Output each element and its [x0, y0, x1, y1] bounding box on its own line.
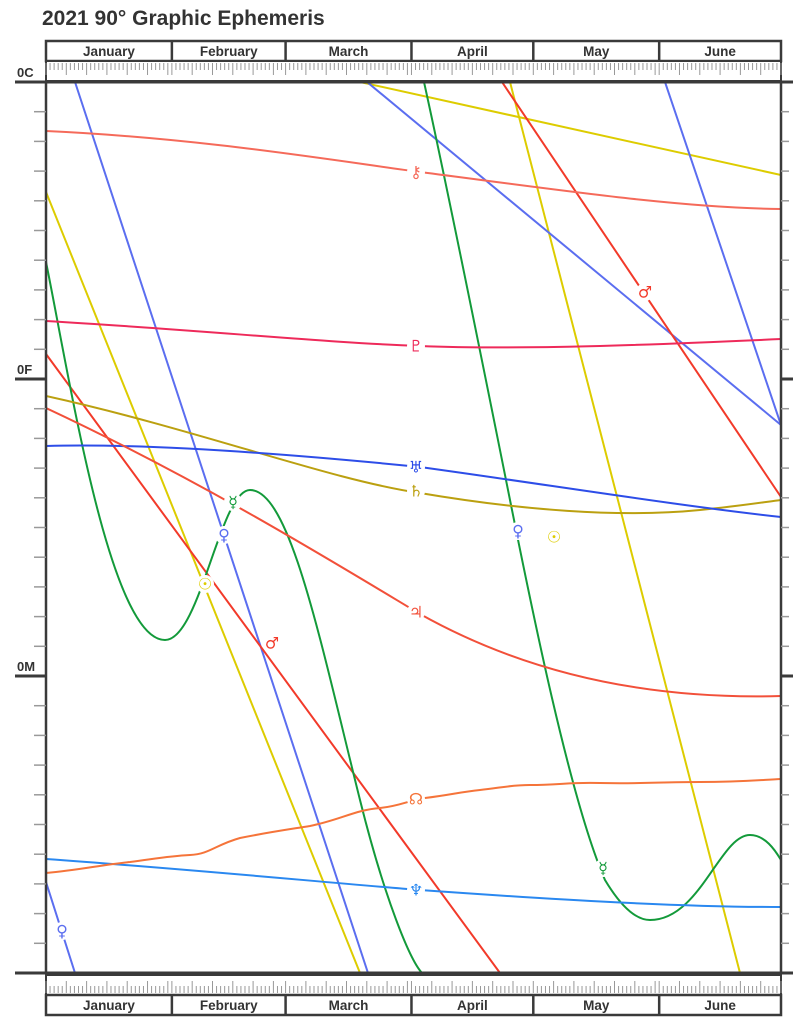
bottom-month-header: January February March April May June [44, 993, 783, 1017]
y-axis-labels: 0C 0F 0M [15, 65, 46, 678]
top-month-header: January February March April May June [44, 39, 783, 63]
pluto-glyph-icon: ♇ [409, 337, 423, 356]
chiron-glyph-icon: ⚷ [410, 163, 422, 182]
left-degree-ticks [16, 80, 46, 975]
month-label-april: April [457, 44, 488, 59]
month-label-may: May [583, 998, 610, 1013]
venus-glyph-icon: ♀ [512, 522, 524, 541]
saturn-glyph-icon: ♄ [409, 482, 423, 501]
saturn-line [46, 395, 781, 515]
mercury-glyph-icon: ☿ [228, 493, 238, 512]
mars-glyph-icon: ♂ [638, 283, 652, 302]
y-label-0m: 0M [17, 659, 35, 674]
venus-line-1 [366, 82, 781, 426]
mercury-line-1 [423, 82, 781, 922]
page-title: 2021 90° Graphic Ephemeris [42, 7, 325, 30]
jupiter-glyph-icon: ♃ [409, 603, 423, 622]
month-label-january: January [83, 44, 135, 59]
sun-glyph-icon: ☉ [198, 575, 212, 594]
mars-glyph-icon: ♂ [265, 634, 279, 653]
month-label-april: April [457, 998, 488, 1013]
bottom-day-ruler [45, 974, 782, 996]
mercury-glyph-icon: ☿ [598, 859, 608, 878]
month-label-june: June [704, 998, 736, 1013]
month-label-june: June [704, 44, 736, 59]
venus-glyph-icon: ♀ [56, 922, 68, 941]
month-label-may: May [583, 44, 610, 59]
plot-area: ☉ ☉ ♀ ♀ ♀ ♂ ♂ ☿ ☿ ♃ ♄ ♅ ♆ ♇ ⚷ ☊ [46, 82, 781, 973]
month-label-january: January [83, 998, 135, 1013]
y-label-0c: 0C [17, 65, 34, 80]
month-label-march: March [329, 44, 369, 59]
month-label-february: February [200, 44, 258, 59]
jupiter-line [46, 407, 781, 698]
north-node-glyph-icon: ☊ [409, 790, 423, 809]
sun-line-3 [509, 82, 741, 973]
month-label-march: March [329, 998, 369, 1013]
venus-line-3 [664, 82, 781, 426]
right-degree-ticks [781, 80, 793, 975]
neptune-glyph-icon: ♆ [409, 881, 423, 900]
sun-glyph-icon: ☉ [547, 528, 561, 547]
mars-line-0 [46, 353, 501, 973]
y-label-0f: 0F [17, 362, 32, 377]
top-day-ruler [45, 60, 782, 82]
uranus-glyph-icon: ♅ [409, 458, 423, 477]
sun-line-1 [359, 82, 781, 176]
venus-glyph-icon: ♀ [218, 526, 230, 545]
month-label-february: February [200, 998, 258, 1013]
mercury-line-0 [46, 261, 423, 973]
